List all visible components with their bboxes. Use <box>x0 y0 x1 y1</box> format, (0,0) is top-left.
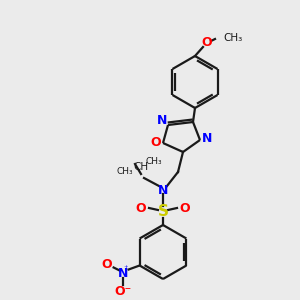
Text: N: N <box>117 267 128 280</box>
Text: O: O <box>180 202 190 214</box>
Text: N: N <box>157 113 167 127</box>
Text: CH: CH <box>134 162 148 172</box>
Text: O: O <box>151 136 161 149</box>
Text: O: O <box>101 258 112 271</box>
Text: N: N <box>158 184 168 196</box>
Text: ⁺: ⁺ <box>124 263 128 272</box>
Text: O: O <box>136 202 146 214</box>
Text: S: S <box>158 205 169 220</box>
Text: CH₃: CH₃ <box>146 158 163 166</box>
Text: O⁻: O⁻ <box>114 285 131 298</box>
Text: N: N <box>202 131 212 145</box>
Text: CH₃: CH₃ <box>223 33 242 43</box>
Text: CH₃: CH₃ <box>116 167 133 176</box>
Text: O: O <box>202 37 212 50</box>
